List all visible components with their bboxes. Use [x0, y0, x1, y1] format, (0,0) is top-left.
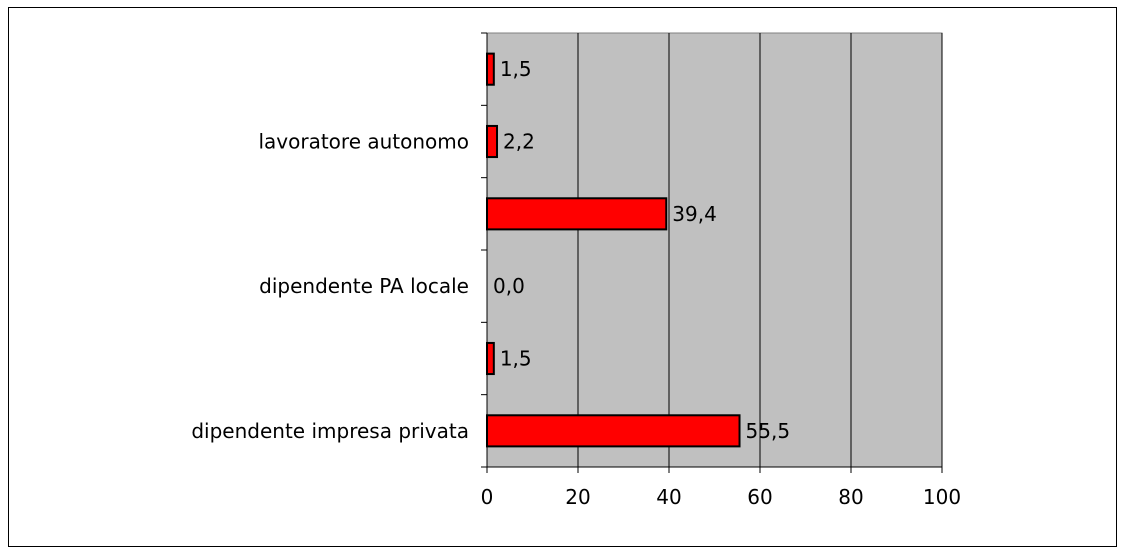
- gridlines: [577, 33, 943, 467]
- bar-0: [486, 414, 741, 448]
- x-tick-label-0: 0: [481, 485, 494, 509]
- value-label-2: 0,0: [493, 274, 525, 298]
- labels: 55,5 dipendente impresa privata 1,5 0,0 dipe…: [191, 57, 961, 509]
- bar-3: [486, 197, 668, 231]
- x-tick-label-1: 20: [565, 485, 590, 509]
- value-label-5: 1,5: [500, 57, 532, 81]
- bar-1: [486, 341, 495, 376]
- category-label-0: dipendente impresa privata: [191, 419, 469, 443]
- value-label-0: 55,5: [746, 419, 791, 443]
- bar-5: [486, 52, 495, 86]
- value-label-4: 2,2: [503, 130, 535, 154]
- x-tick-label-4: 80: [838, 485, 863, 509]
- bar-4: [486, 124, 499, 159]
- value-label-1: 1,5: [500, 347, 532, 371]
- category-label-4: lavoratore autonomo: [258, 130, 469, 154]
- x-tick-label-3: 60: [747, 485, 772, 509]
- value-label-3: 39,4: [672, 202, 717, 226]
- x-tick-label-2: 40: [656, 485, 681, 509]
- x-tick-label-5: 100: [923, 485, 961, 509]
- axes: [481, 32, 943, 473]
- plot-area: [486, 32, 943, 468]
- category-label-2: dipendente PA locale: [259, 274, 469, 298]
